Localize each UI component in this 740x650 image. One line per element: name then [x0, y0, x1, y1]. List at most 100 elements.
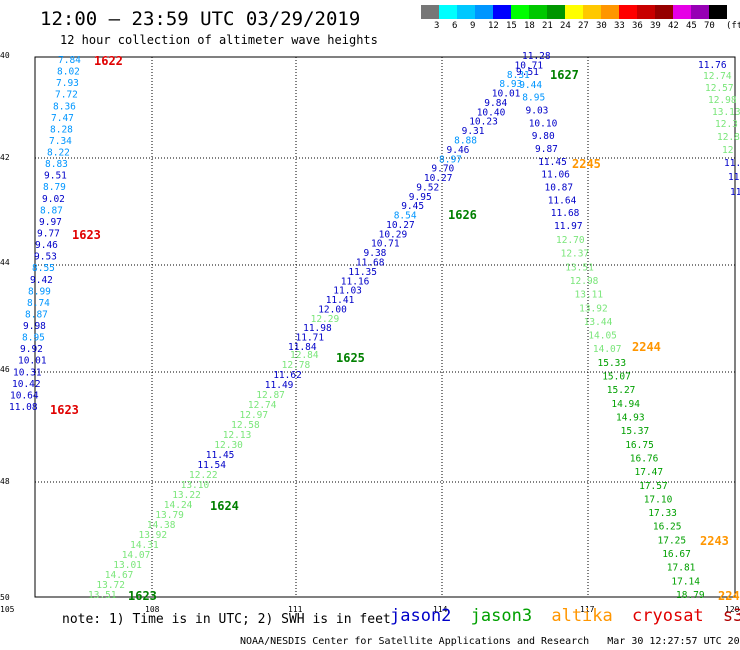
wave-height-value: 16.67	[662, 549, 691, 560]
wave-height-value: 8.31	[507, 70, 530, 81]
pass-id-label: 224	[718, 589, 740, 603]
wave-height-value: 11.64	[548, 195, 577, 206]
wave-height-value: 13.11	[575, 290, 604, 301]
wave-height-value: 8.97	[439, 154, 462, 165]
wave-height-value: 11.06	[541, 170, 570, 181]
wave-height-value: 10.27	[424, 173, 453, 184]
longitude-label: 108	[145, 605, 160, 614]
chart-subtitle: 12 hour collection of altimeter wave hei…	[60, 33, 378, 47]
map-border	[34, 56, 736, 598]
color-swatch	[439, 5, 457, 19]
wave-height-value: 13.51	[565, 262, 594, 273]
color-scale-label: 30	[596, 21, 607, 31]
wave-height-value: 10.29	[379, 229, 408, 240]
wave-height-value: 9.31	[462, 126, 485, 137]
wave-height-value: 10.10	[529, 118, 558, 129]
wave-height-value: 10.23	[469, 117, 498, 128]
wave-height-value: 11.35	[348, 267, 377, 278]
pass-id-label: 1626	[448, 208, 477, 222]
satellite-name: jason3	[470, 606, 533, 626]
wave-height-value: 18.79	[676, 590, 705, 601]
wave-height-value: 10.71	[371, 239, 400, 250]
wave-height-value: 13.79	[155, 510, 184, 521]
satellite-name: cryosat	[632, 606, 704, 626]
wave-height-value: 14.07	[593, 344, 622, 355]
wave-height-value: 8.87	[25, 310, 48, 321]
latitude-label: 40	[0, 51, 10, 60]
color-swatch	[493, 5, 511, 19]
wave-height-value: 9.80	[532, 131, 555, 142]
wave-height-value: 7.47	[51, 113, 74, 124]
wave-height-value: 16.25	[653, 522, 682, 533]
wave-height-value: 11.98	[303, 323, 332, 334]
wave-height-value: 8.95	[22, 333, 45, 344]
latitude-label: 44	[0, 258, 10, 267]
wave-height-value: 13.92	[139, 530, 168, 541]
wave-height-value: 10.64	[10, 390, 39, 401]
wave-height-value: 7.72	[55, 90, 78, 101]
chart-title: 12:00 – 23:59 UTC 03/29/2019	[40, 8, 361, 30]
pass-id-label: 1623	[128, 589, 157, 603]
wave-height-value: 17.57	[639, 481, 668, 492]
color-scale-bar	[421, 5, 727, 19]
wave-height-value: 11.3	[724, 158, 740, 169]
wave-height-value: 12.00	[318, 305, 347, 316]
wave-height-value: 8.99	[28, 286, 51, 297]
wave-height-value: 12.22	[189, 470, 218, 481]
wave-height-value: 12	[722, 145, 733, 156]
pass-id-label: 1623	[50, 403, 79, 417]
latitude-label: 48	[0, 477, 10, 486]
wave-height-value: 8.83	[45, 159, 68, 170]
wave-height-value: 12.37	[561, 249, 590, 260]
wave-height-value: 10.42	[12, 379, 41, 390]
pass-id-label: 2243	[700, 534, 729, 548]
color-scale-label: 6	[452, 21, 458, 31]
color-scale-label: 15	[506, 21, 517, 31]
satellite-name: jason2	[390, 606, 452, 626]
color-swatch	[619, 5, 637, 19]
satellite-legend: jason2 jason3 altika cryosat s3a	[390, 606, 740, 626]
wave-height-value: 9.51	[516, 67, 539, 78]
pass-id-label: 2244	[632, 340, 661, 354]
wave-height-value: 9.97	[39, 217, 62, 228]
wave-height-value: 8.55	[32, 263, 55, 274]
wave-height-value: 10.31	[13, 367, 42, 378]
color-scale-label: 18	[524, 21, 535, 31]
longitude-label: 120	[725, 605, 740, 614]
color-scale-label: 45	[686, 21, 697, 31]
wave-height-value: 8.22	[47, 148, 70, 159]
color-swatch	[709, 5, 727, 19]
wave-height-value: 14.94	[611, 399, 640, 410]
wave-height-value: 16.75	[625, 440, 654, 451]
wave-height-value: 14.24	[164, 500, 193, 511]
wave-height-value: 8.74	[27, 298, 50, 309]
wave-height-value: 9.87	[535, 144, 558, 155]
wave-height-value: 15.33	[598, 358, 627, 369]
wave-height-value: 7.84	[58, 55, 81, 66]
latitude-label: 50	[0, 593, 10, 602]
wave-height-value: 13.13	[712, 107, 740, 118]
wave-height-value: 12.57	[705, 83, 734, 94]
color-swatch	[637, 5, 655, 19]
pass-id-label: 1627	[550, 68, 579, 82]
pass-id-label: 2245	[572, 157, 601, 171]
wave-height-value: 8.54	[394, 211, 417, 222]
pass-labels: 1622 1623 1623 1623 1624 1625 1626 1627 2243 2244…	[50, 54, 740, 603]
color-swatch	[601, 5, 619, 19]
wave-height-value: 8.87	[40, 205, 63, 216]
wave-height-value: 11.45	[538, 157, 567, 168]
wave-height-value: 13.22	[172, 490, 201, 501]
color-swatch	[529, 5, 547, 19]
wave-height-value: 17.10	[644, 494, 673, 505]
color-scale-label: 33	[614, 21, 625, 31]
wave-height-value: 8.02	[57, 67, 80, 78]
wave-height-value: 12.29	[311, 314, 340, 325]
wave-height-value: 9.42	[30, 275, 53, 286]
wave-height-value: 9.77	[37, 229, 60, 240]
wave-height-value: 10.27	[386, 220, 415, 231]
wave-height-value: 17.47	[635, 467, 664, 478]
wave-height-value: 12.87	[256, 390, 285, 401]
wave-height-value: 8.28	[50, 124, 73, 135]
